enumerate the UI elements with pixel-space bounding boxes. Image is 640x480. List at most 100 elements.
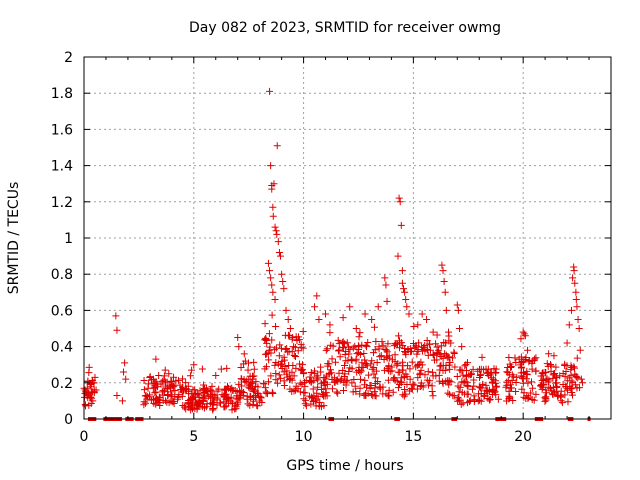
data-point <box>429 350 437 358</box>
data-point <box>569 378 577 386</box>
data-point <box>528 365 536 373</box>
data-point <box>268 281 276 289</box>
data-point <box>408 358 416 366</box>
data-point <box>356 390 364 398</box>
data-point <box>383 346 391 354</box>
data-point <box>355 363 363 371</box>
x-axis-label: GPS time / hours <box>286 458 403 474</box>
data-point <box>478 353 486 361</box>
data-point <box>538 369 546 377</box>
data-point <box>414 321 422 329</box>
data-point <box>512 379 520 387</box>
data-point <box>550 352 558 360</box>
data-point <box>142 399 150 407</box>
data-point <box>368 365 376 373</box>
data-point <box>339 367 347 375</box>
data-point <box>405 310 413 318</box>
data-point <box>333 388 341 396</box>
data-point <box>246 393 254 401</box>
data-point <box>383 297 391 305</box>
data-point <box>174 376 182 384</box>
data-point <box>360 349 368 357</box>
data-point <box>441 350 449 358</box>
data-point <box>352 325 360 332</box>
data-point <box>185 400 193 408</box>
data-point <box>570 364 578 372</box>
data-point <box>243 392 251 400</box>
data-point <box>184 399 192 407</box>
data-point <box>442 339 450 347</box>
data-point <box>324 360 332 368</box>
data-point <box>441 288 449 296</box>
data-point <box>574 374 582 382</box>
data-point <box>463 366 471 374</box>
data-point <box>327 341 335 349</box>
data-point <box>552 363 560 371</box>
data-point <box>322 375 330 383</box>
data-point <box>235 343 243 351</box>
data-point <box>151 396 159 404</box>
data-point <box>395 337 403 345</box>
data-point <box>446 359 454 367</box>
data-point <box>376 353 384 361</box>
data-point <box>151 384 159 392</box>
data-point <box>272 376 280 384</box>
data-point <box>340 373 348 381</box>
data-point <box>446 365 454 373</box>
data-point <box>552 379 560 387</box>
data-point <box>446 390 454 398</box>
data-point <box>148 376 156 384</box>
data-point <box>270 180 278 188</box>
data-point <box>519 328 527 336</box>
data-point <box>349 344 357 352</box>
data-point <box>272 322 280 330</box>
data-point <box>527 389 535 397</box>
data-point <box>410 323 418 331</box>
data-point <box>537 381 545 389</box>
data-point <box>402 296 410 304</box>
data-point <box>376 385 384 393</box>
data-point <box>306 373 314 381</box>
data-point <box>212 372 220 380</box>
data-point <box>280 353 288 361</box>
data-point <box>399 342 407 350</box>
data-point <box>311 367 319 375</box>
data-point <box>322 385 330 393</box>
data-point <box>388 356 396 364</box>
data-point <box>254 402 262 410</box>
data-point <box>348 379 356 387</box>
data-point <box>261 384 269 392</box>
data-point <box>286 325 294 332</box>
y-tick-label: 1 <box>64 231 73 247</box>
data-point <box>153 380 161 388</box>
data-point <box>398 267 406 275</box>
data-point <box>292 364 300 372</box>
data-point <box>545 383 553 391</box>
data-point <box>302 402 310 410</box>
data-point <box>395 332 403 340</box>
data-point <box>504 376 512 384</box>
data-point <box>428 382 436 390</box>
data-point <box>207 399 215 407</box>
data-point <box>404 362 412 370</box>
data-point <box>532 390 540 398</box>
data-point <box>140 386 148 394</box>
data-point <box>521 355 529 363</box>
data-point <box>190 361 198 369</box>
data-point <box>193 399 201 407</box>
data-point <box>372 380 380 388</box>
data-point <box>455 325 463 332</box>
data-point <box>271 361 279 369</box>
data-point <box>572 296 580 304</box>
data-point <box>351 382 359 390</box>
data-point <box>85 389 93 397</box>
data-point <box>573 354 581 362</box>
data-point <box>355 333 363 341</box>
data-point <box>480 366 488 374</box>
data-point <box>370 363 378 371</box>
data-point <box>444 389 452 397</box>
data-point <box>404 346 412 354</box>
data-point <box>426 346 434 354</box>
data-point <box>377 352 385 360</box>
data-point <box>281 362 289 370</box>
